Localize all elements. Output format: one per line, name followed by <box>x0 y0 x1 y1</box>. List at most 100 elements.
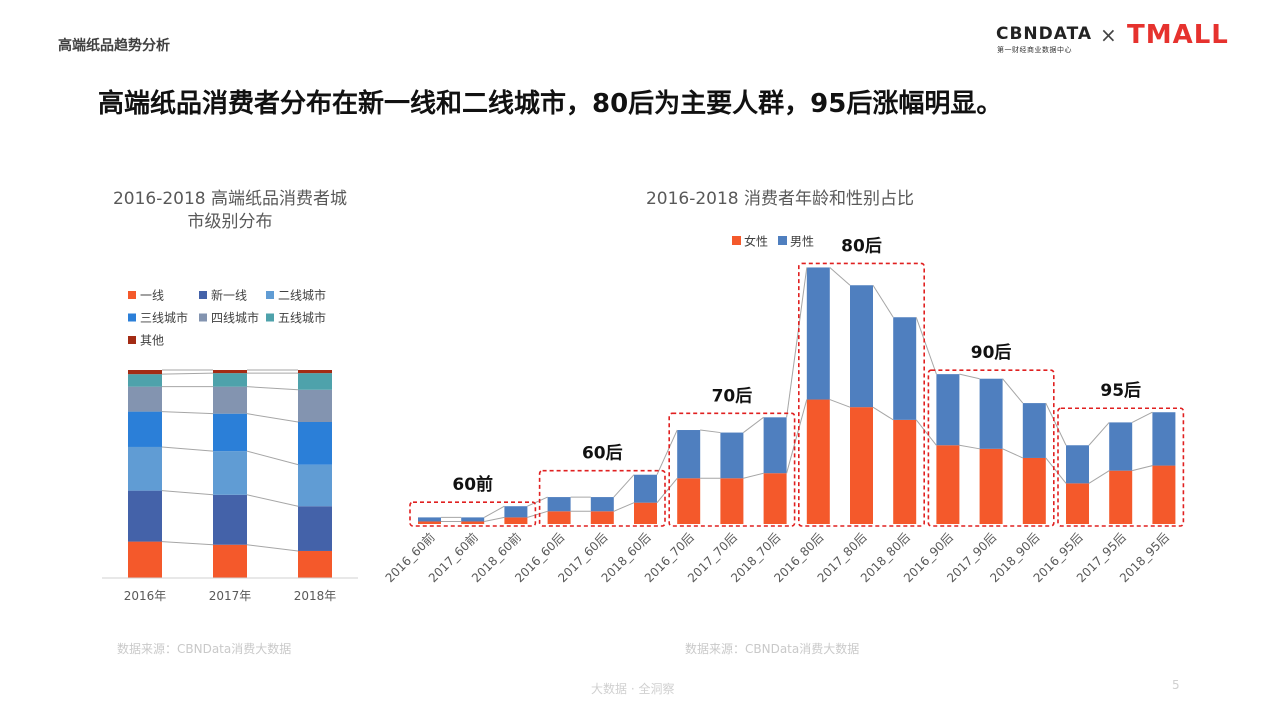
connector-line-female <box>829 399 851 408</box>
bar-segment-4 <box>128 411 162 447</box>
bar-segment-4 <box>213 413 247 452</box>
bar-segment-1 <box>213 544 247 578</box>
legend-label: 新一线 <box>211 288 247 303</box>
bar-segment-1 <box>298 550 332 578</box>
bar-segment-6 <box>128 374 162 387</box>
bar-male <box>979 378 1003 449</box>
bar-segment-6 <box>213 373 247 387</box>
legend-label-male: 男性 <box>790 235 814 249</box>
connector-line-total <box>786 267 808 418</box>
cbndata-logo-subtitle: 第一财经商业数据中心 <box>997 46 1072 54</box>
connector-line-female <box>786 399 808 474</box>
connector-line-total <box>743 416 764 433</box>
legend-swatch <box>128 313 136 322</box>
bar-female <box>547 511 571 524</box>
bar-female <box>936 445 960 524</box>
bar-segment-3 <box>128 446 162 491</box>
bar-male <box>893 317 917 420</box>
bar-segment-7 <box>128 370 162 375</box>
group-label: 80后 <box>841 236 882 256</box>
bar-female <box>763 473 787 524</box>
bar-segment-7 <box>298 370 332 374</box>
bar-male <box>677 430 701 479</box>
group-label: 95后 <box>1100 381 1141 401</box>
connector-line <box>161 490 214 496</box>
bar-male <box>590 497 614 512</box>
legend-swatch <box>266 313 274 322</box>
bar-female <box>418 521 441 524</box>
legend-swatch <box>199 313 207 322</box>
connector-line-female <box>656 477 678 503</box>
group-highlight-box <box>797 262 925 527</box>
connector-line-female <box>959 444 980 450</box>
group-highlight-box <box>927 369 1055 527</box>
group-label: 70后 <box>712 386 753 406</box>
connector-line <box>246 450 299 466</box>
bar-male <box>806 267 830 400</box>
bar-female <box>720 478 744 524</box>
connector-line-female <box>613 502 635 512</box>
legend-swatch <box>199 291 207 299</box>
group-label: 60前 <box>452 474 493 495</box>
connector-line <box>161 446 214 452</box>
bar-segment-5 <box>128 386 162 412</box>
connector-line-total <box>527 496 548 507</box>
bar-male <box>763 417 787 474</box>
connector-line-total <box>915 317 937 375</box>
group-label: 90后 <box>971 343 1012 363</box>
connector-line-total <box>700 429 721 434</box>
legend-swatch <box>266 291 274 299</box>
bar-female <box>1109 470 1133 524</box>
bar-male <box>418 517 441 522</box>
legend-label: 一线 <box>140 289 164 303</box>
tmall-logo: TMALL <box>1127 20 1229 50</box>
data-source-left: 数据来源：CBNData消费大数据 <box>117 642 292 656</box>
age-gender-chart-title: 2016-2018 消费者年龄和性别占比 <box>645 189 915 209</box>
brand-separator-x: × <box>1100 23 1117 47</box>
legend-swatch <box>128 336 136 344</box>
bar-male <box>1066 445 1089 484</box>
connector-line-total <box>959 373 980 380</box>
bar-segment-2 <box>213 494 247 545</box>
data-source-right: 数据来源：CBNData消费大数据 <box>685 642 860 656</box>
connector-line <box>161 372 214 375</box>
connector-line-female <box>1088 470 1110 484</box>
connector-line-female <box>743 472 764 479</box>
bar-female <box>806 399 830 524</box>
bar-male <box>461 517 485 522</box>
legend-label: 其他 <box>140 334 164 348</box>
bar-segment-2 <box>128 490 162 542</box>
connector-line-female <box>915 419 937 446</box>
bar-male <box>504 506 528 518</box>
connector-line-total <box>1131 411 1153 423</box>
connector-line-total <box>829 267 851 286</box>
bar-male <box>1109 422 1133 471</box>
group-highlight-box <box>1057 407 1185 527</box>
bar-male <box>1022 403 1046 458</box>
connector-line-total <box>613 474 635 498</box>
legend-label: 五线城市 <box>278 310 326 325</box>
bar-female <box>461 521 485 524</box>
connector-line-female <box>1002 448 1024 459</box>
bar-male <box>1152 412 1176 466</box>
connector-line <box>246 494 299 507</box>
bar-segment-3 <box>213 451 247 495</box>
bar-female <box>1152 465 1176 524</box>
cbndata-logo: CBNDATA <box>996 24 1093 44</box>
bar-segment-3 <box>298 464 332 507</box>
brand-logos: CBNDATA 第一财经商业数据中心 × TMALL <box>996 20 1236 56</box>
connector-line-total <box>1088 422 1110 446</box>
connector-line-total <box>483 505 505 518</box>
page-label: 高端纸品趋势分析 <box>58 38 170 54</box>
x-tick-label: 2017年 <box>209 589 252 603</box>
connector-line <box>161 541 214 546</box>
bar-female <box>893 419 917 524</box>
legend-label: 二线城市 <box>278 288 326 303</box>
bar-male <box>547 497 571 512</box>
legend-swatch-female <box>732 236 741 245</box>
connector-line <box>246 544 299 552</box>
connector-line <box>246 386 299 391</box>
bar-segment-4 <box>298 422 332 465</box>
